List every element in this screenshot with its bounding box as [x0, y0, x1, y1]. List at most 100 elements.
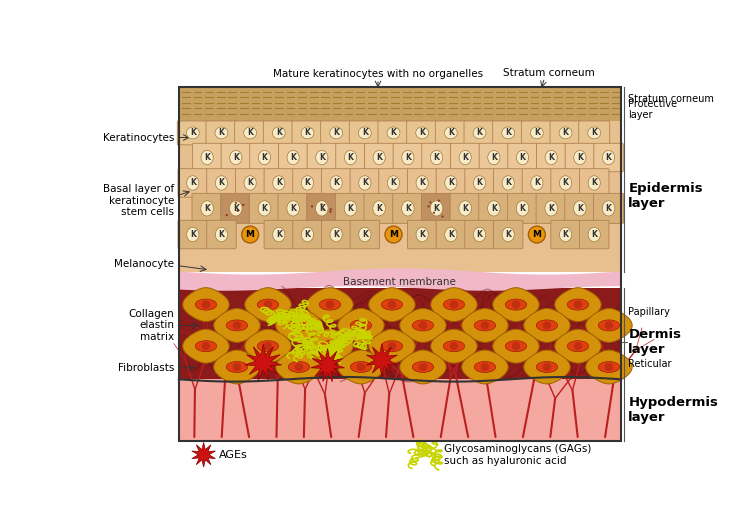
Text: K: K: [276, 179, 282, 188]
FancyBboxPatch shape: [293, 220, 322, 249]
Ellipse shape: [473, 127, 486, 139]
Text: Protective
layer: Protective layer: [629, 99, 677, 120]
Circle shape: [226, 214, 228, 216]
Text: K: K: [534, 179, 539, 188]
Polygon shape: [493, 288, 539, 322]
FancyBboxPatch shape: [307, 143, 337, 172]
Circle shape: [326, 342, 334, 350]
FancyBboxPatch shape: [465, 220, 494, 249]
FancyBboxPatch shape: [551, 169, 580, 197]
FancyBboxPatch shape: [493, 220, 523, 249]
Ellipse shape: [345, 151, 356, 165]
Ellipse shape: [415, 127, 429, 139]
Ellipse shape: [559, 227, 572, 242]
FancyBboxPatch shape: [278, 143, 308, 172]
FancyBboxPatch shape: [393, 143, 423, 172]
Text: K: K: [304, 179, 310, 188]
Text: K: K: [333, 230, 339, 239]
Text: K: K: [204, 153, 210, 162]
Circle shape: [529, 226, 545, 243]
Polygon shape: [555, 329, 602, 363]
Text: K: K: [333, 179, 339, 188]
Ellipse shape: [226, 361, 247, 373]
Text: K: K: [405, 204, 411, 213]
FancyBboxPatch shape: [422, 143, 451, 172]
Circle shape: [295, 321, 303, 330]
Polygon shape: [182, 288, 229, 322]
Ellipse shape: [537, 320, 558, 331]
Text: K: K: [448, 128, 454, 137]
Circle shape: [604, 321, 613, 330]
FancyBboxPatch shape: [320, 121, 352, 145]
FancyBboxPatch shape: [493, 169, 523, 197]
Ellipse shape: [387, 127, 400, 139]
Text: K: K: [419, 179, 425, 188]
FancyBboxPatch shape: [336, 143, 365, 172]
Text: K: K: [362, 179, 368, 188]
Ellipse shape: [345, 201, 357, 216]
Ellipse shape: [226, 320, 247, 331]
Circle shape: [326, 301, 334, 309]
Polygon shape: [245, 288, 291, 322]
Circle shape: [320, 203, 323, 206]
FancyBboxPatch shape: [522, 169, 552, 197]
Text: K: K: [376, 153, 382, 162]
FancyBboxPatch shape: [435, 121, 466, 145]
Text: Basal layer of
keratinocyte
stem cells: Basal layer of keratinocyte stem cells: [103, 184, 174, 217]
Ellipse shape: [315, 151, 328, 165]
FancyBboxPatch shape: [264, 121, 294, 145]
FancyBboxPatch shape: [450, 193, 480, 223]
Polygon shape: [366, 344, 397, 376]
FancyBboxPatch shape: [207, 169, 237, 197]
Ellipse shape: [301, 127, 314, 139]
FancyBboxPatch shape: [479, 193, 509, 223]
Ellipse shape: [186, 127, 199, 139]
Polygon shape: [369, 329, 415, 363]
Text: K: K: [362, 128, 368, 137]
Circle shape: [311, 205, 313, 208]
Circle shape: [388, 301, 396, 309]
Ellipse shape: [431, 151, 442, 165]
Ellipse shape: [599, 320, 620, 331]
FancyBboxPatch shape: [537, 143, 566, 172]
Text: AGEs: AGEs: [219, 450, 248, 460]
Text: Keratinocytes: Keratinocytes: [103, 132, 174, 143]
Circle shape: [419, 321, 427, 330]
FancyBboxPatch shape: [580, 220, 609, 249]
Circle shape: [264, 301, 272, 309]
Ellipse shape: [330, 227, 342, 242]
Text: Epidermis
layer: Epidermis layer: [629, 182, 703, 210]
Ellipse shape: [350, 320, 372, 331]
FancyBboxPatch shape: [580, 169, 609, 197]
Polygon shape: [585, 308, 632, 342]
FancyBboxPatch shape: [436, 169, 466, 197]
FancyBboxPatch shape: [508, 143, 537, 172]
Ellipse shape: [358, 176, 371, 190]
Circle shape: [542, 321, 551, 330]
Ellipse shape: [545, 151, 557, 165]
FancyBboxPatch shape: [307, 193, 337, 223]
Circle shape: [385, 226, 402, 243]
Ellipse shape: [373, 201, 385, 216]
FancyBboxPatch shape: [350, 121, 380, 145]
Text: K: K: [520, 153, 526, 162]
Text: Glycosaminoglycans (GAGs)
such as hyaluronic acid: Glycosaminoglycans (GAGs) such as hyalur…: [444, 444, 591, 465]
Ellipse shape: [516, 151, 529, 165]
Ellipse shape: [474, 361, 496, 373]
FancyBboxPatch shape: [579, 121, 610, 145]
Polygon shape: [431, 329, 477, 363]
Ellipse shape: [201, 201, 213, 216]
Circle shape: [329, 210, 331, 213]
Circle shape: [604, 363, 613, 371]
Ellipse shape: [350, 361, 372, 373]
Text: K: K: [319, 153, 325, 162]
Text: K: K: [376, 204, 382, 213]
Text: K: K: [563, 128, 569, 137]
Text: K: K: [333, 128, 339, 137]
FancyBboxPatch shape: [364, 143, 394, 172]
Text: Stratum corneum: Stratum corneum: [503, 68, 594, 78]
Circle shape: [201, 301, 210, 309]
Text: K: K: [477, 230, 483, 239]
Circle shape: [442, 215, 444, 218]
Circle shape: [480, 363, 489, 371]
